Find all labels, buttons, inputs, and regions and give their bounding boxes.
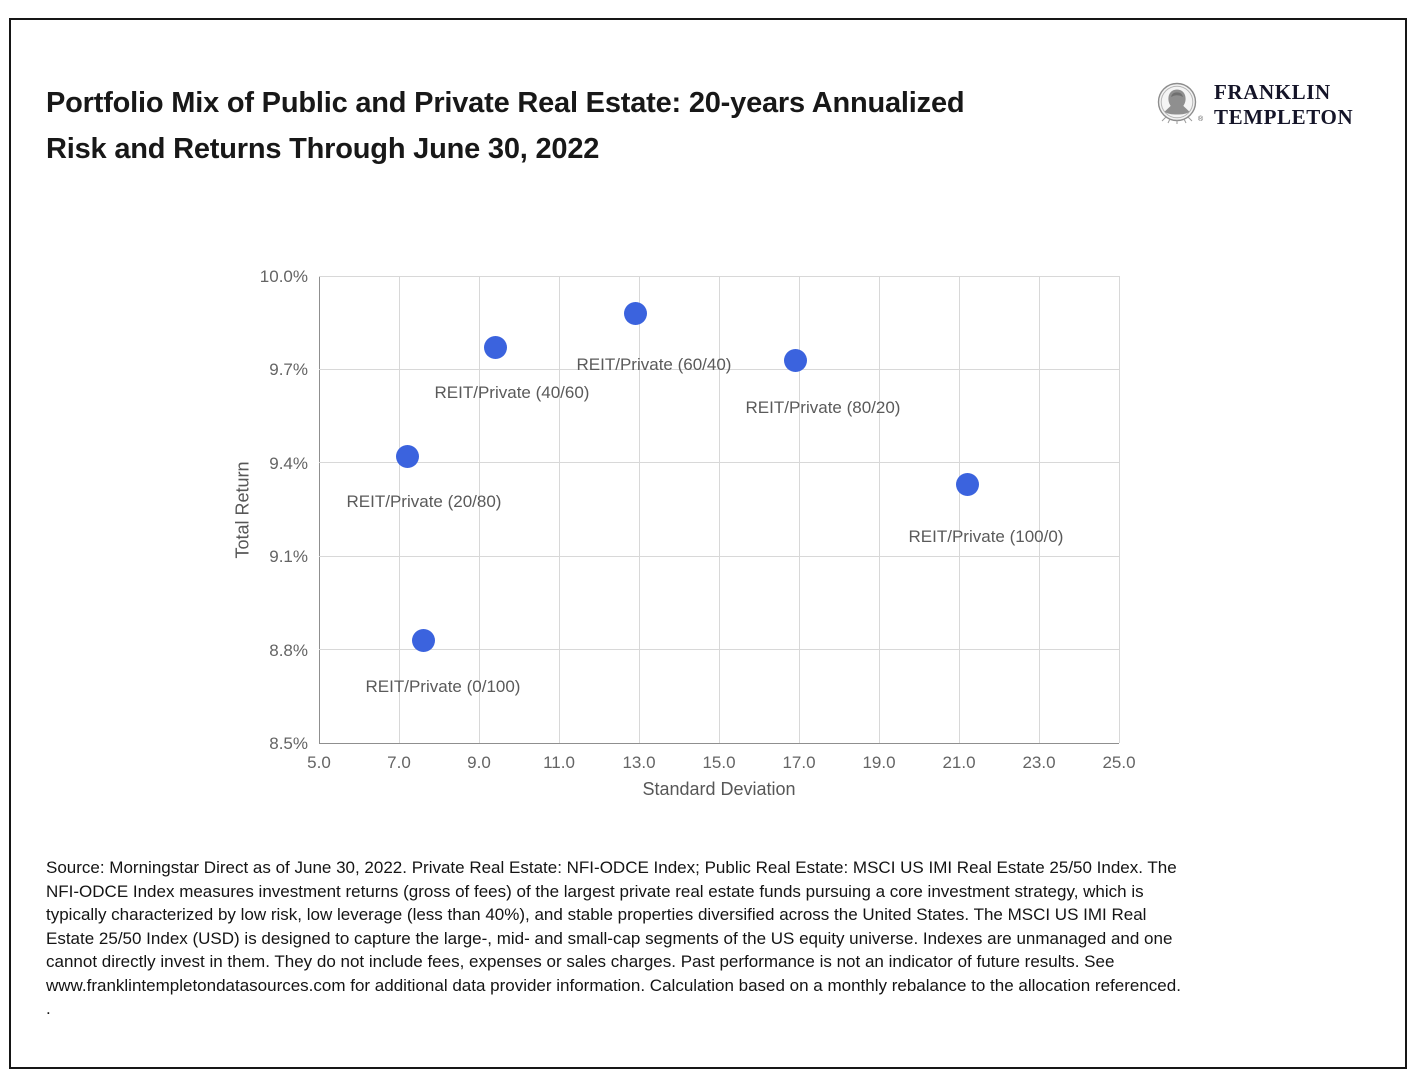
x-tick-label: 5.0 [307,753,331,772]
data-point-label: REIT/Private (20/80) [346,491,502,511]
source-line: cannot directly invest in them. They do … [46,952,1115,971]
source-line: . [46,999,51,1018]
gridline-vertical [958,276,960,743]
x-tick-label: 11.0 [543,753,575,772]
source-note: Source: Morningstar Direct as of June 30… [46,856,1366,1021]
data-point [483,336,507,360]
franklin-templeton-logo: ® FRANKLIN TEMPLETON [1150,77,1353,133]
source-line: Source: Morningstar Direct as of June 30… [46,858,1177,877]
chart-title: Portfolio Mix of Public and Private Real… [46,80,965,172]
x-tick-label: 19.0 [862,753,896,772]
data-point-label: REIT/Private (60/40) [576,355,732,375]
gridline-vertical [878,276,880,743]
source-line: NFI-ODCE Index measures investment retur… [46,881,1144,901]
y-tick-label: 8.8% [269,640,308,660]
gridline-vertical [1038,276,1040,743]
data-point [411,628,435,652]
data-point-label: REIT/Private (80/20) [745,398,901,418]
gridline-horizontal [319,649,1119,651]
x-tick-label: 15.0 [702,753,736,772]
gridline-vertical [718,276,720,743]
source-line: typically characterized by low risk, low… [46,905,1147,924]
x-tick-label: 7.0 [387,753,411,772]
y-tick-label: 8.5% [269,734,308,753]
y-tick-label: 9.4% [269,453,308,473]
registered-trademark-glyph: ® [1198,115,1204,123]
x-tick-label: 9.0 [467,753,491,772]
source-line: www.franklintempletondatasources.com for… [46,975,1181,995]
x-axis-title: Standard Deviation [642,779,796,799]
gridline-vertical [638,276,640,743]
source-line: Estate 25/50 Index (USD) is designed to … [46,928,1173,948]
gridline-horizontal [319,275,1119,277]
logo-wordmark: FRANKLIN TEMPLETON [1214,80,1353,130]
ben-franklin-emblem-icon: ® [1157,82,1204,124]
x-tick-label: 17.0 [782,753,816,772]
data-point [783,348,807,372]
chart-title-line-2: Risk and Returns Through June 30, 2022 [46,133,600,165]
gridline-vertical [798,276,800,743]
y-tick-label: 9.7% [269,360,308,380]
logo-word-franklin: FRANKLIN [1214,80,1331,104]
data-point [623,301,647,325]
y-axis-title: Total Return [232,461,253,559]
data-point-label: REIT/Private (0/100) [365,677,521,697]
data-point-label: REIT/Private (40/60) [434,382,590,402]
x-axis-line [319,742,1119,744]
logo-word-templeton: TEMPLETON [1214,105,1354,129]
data-point-label: REIT/Private (100/0) [908,526,1064,546]
y-axis-line [318,276,320,743]
x-tick-label: 21.0 [942,753,976,772]
gridline-horizontal [319,368,1119,370]
x-tick-label: 13.0 [622,753,656,772]
gridline-horizontal [319,555,1119,557]
gridline-vertical [398,276,400,743]
gridline-horizontal [319,462,1119,464]
scatter-plot-area [318,275,1120,744]
x-tick-label: 25.0 [1102,753,1136,772]
gridline-vertical [478,276,480,743]
gridline-vertical [1118,276,1120,743]
data-point [395,445,419,469]
chart-title-line-1: Portfolio Mix of Public and Private Real… [46,87,965,119]
y-tick-label: 10.0% [259,267,308,286]
data-point [955,473,979,497]
y-tick-label: 9.1% [269,547,308,567]
x-tick-label: 23.0 [1022,753,1056,772]
gridline-vertical [558,276,560,743]
